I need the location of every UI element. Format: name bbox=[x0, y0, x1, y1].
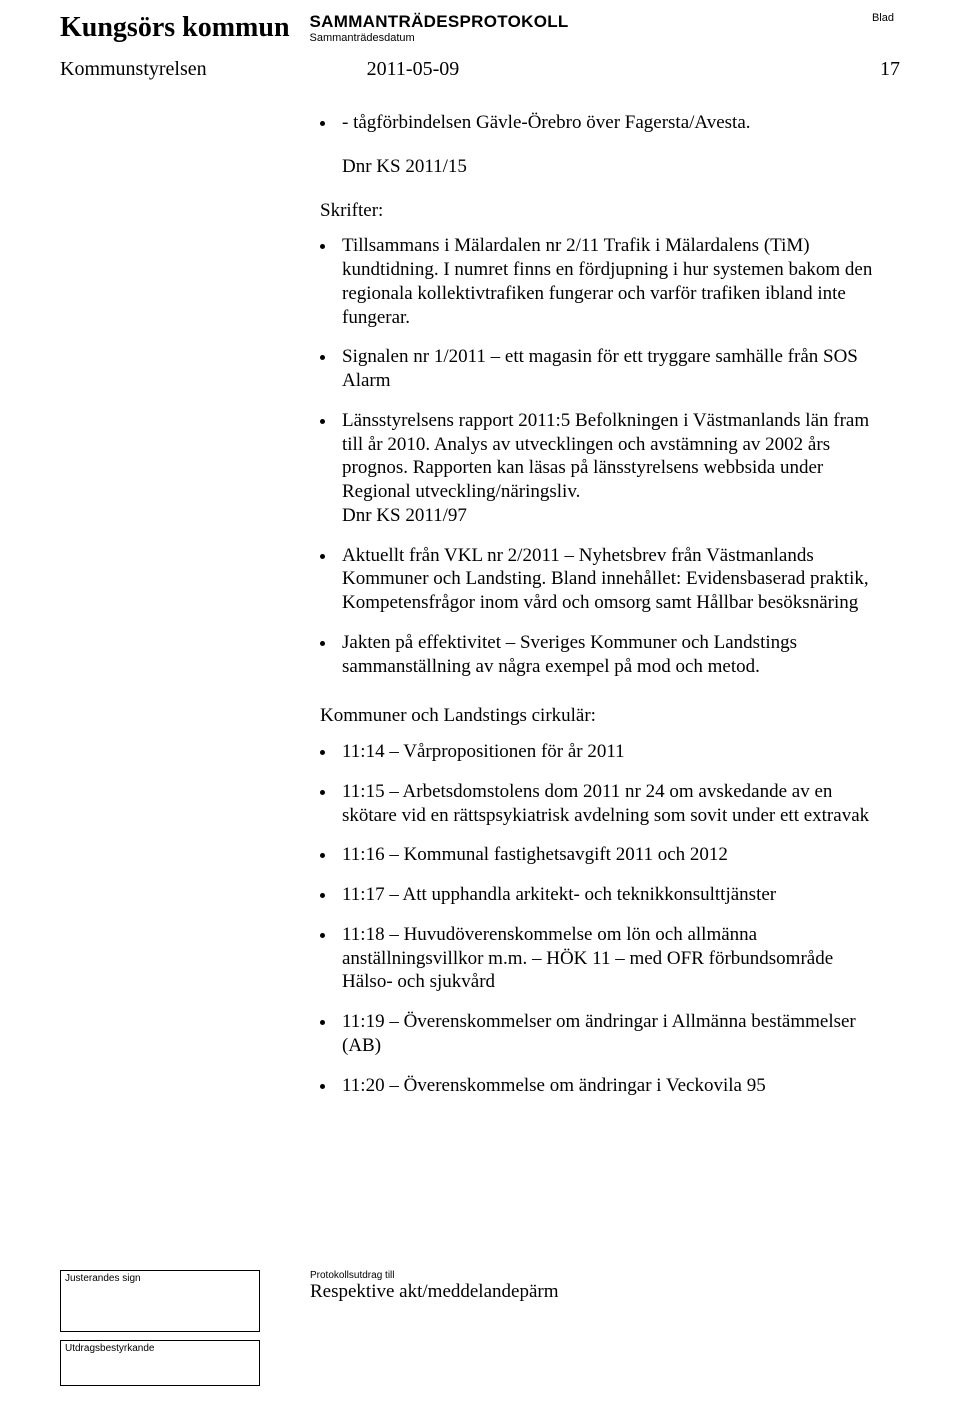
protokoll-caption: Protokollsutdrag till bbox=[310, 1270, 559, 1281]
protokoll-title: SAMMANTRÄDESPROTOKOLL bbox=[310, 12, 569, 32]
justerande-box: Justerandes sign bbox=[60, 1270, 260, 1332]
blad-label: Blad bbox=[872, 12, 894, 24]
protokoll-block: SAMMANTRÄDESPROTOKOLL Sammanträdesdatum bbox=[310, 12, 569, 44]
item-text: Jakten på effektivitet – Sveriges Kommun… bbox=[342, 632, 797, 677]
list-item: 11:15 – Arbetsdomstolens dom 2011 nr 24 … bbox=[342, 780, 880, 828]
list-item: 11:20 – Överenskommelse om ändringar i V… bbox=[342, 1074, 880, 1098]
item-text: 11:20 – Överenskommelse om ändringar i V… bbox=[342, 1075, 766, 1096]
item-text: 11:17 – Att upphandla arkitekt- och tekn… bbox=[342, 884, 776, 905]
list-item: 11:17 – Att upphandla arkitekt- och tekn… bbox=[342, 883, 880, 907]
second-row: Kommunstyrelsen 2011-05-09 17 bbox=[60, 58, 900, 81]
item-text: 11:19 – Överenskommelser om ändringar i … bbox=[342, 1011, 856, 1056]
list-item: 11:16 – Kommunal fastighetsavgift 2011 o… bbox=[342, 843, 880, 867]
skrifter-heading: Skrifter: bbox=[320, 199, 880, 223]
page-number: 17 bbox=[880, 58, 900, 81]
content-body: - tågförbindelsen Gävle-Örebro över Fage… bbox=[320, 111, 880, 1097]
list-item: 11:18 – Huvudöverenskommelse om lön och … bbox=[342, 923, 880, 994]
item-text: 11:16 – Kommunal fastighetsavgift 2011 o… bbox=[342, 844, 728, 865]
item-text: 11:14 – Vårpropositionen för år 2011 bbox=[342, 741, 625, 762]
item-text: 11:18 – Huvudöverenskommelse om lön och … bbox=[342, 924, 833, 993]
item-text: Signalen nr 1/2011 – ett magasin för ett… bbox=[342, 346, 858, 391]
footer: Justerandes sign Protokollsutdrag till R… bbox=[60, 1270, 900, 1386]
header-right: SAMMANTRÄDESPROTOKOLL Sammanträdesdatum … bbox=[310, 12, 900, 44]
protokoll-text: Respektive akt/meddelandepärm bbox=[310, 1281, 559, 1303]
lead-dnr: Dnr KS 2011/15 bbox=[320, 155, 880, 179]
board-name: Kommunstyrelsen bbox=[60, 58, 207, 81]
list-item: 11:14 – Vårpropositionen för år 2011 bbox=[342, 740, 880, 764]
date-page: 2011-05-09 17 bbox=[367, 58, 900, 81]
footer-row: Justerandes sign Protokollsutdrag till R… bbox=[60, 1270, 900, 1332]
header-row: Kungsörs kommun SAMMANTRÄDESPROTOKOLL Sa… bbox=[60, 12, 900, 44]
lead-text: - tågförbindelsen Gävle-Örebro över Fage… bbox=[342, 112, 751, 133]
item-text: 11:15 – Arbetsdomstolens dom 2011 nr 24 … bbox=[342, 781, 869, 826]
utdrag-label: Utdragsbestyrkande bbox=[61, 1341, 259, 1356]
skrifter-list: Tillsammans i Mälardalen nr 2/11 Trafik … bbox=[320, 234, 880, 678]
item-text: Länsstyrelsens rapport 2011:5 Befolkning… bbox=[342, 410, 869, 526]
list-item: 11:19 – Överenskommelser om ändringar i … bbox=[342, 1010, 880, 1058]
lead-continuation: - tågförbindelsen Gävle-Örebro över Fage… bbox=[320, 111, 880, 135]
item-text: Aktuellt från VKL nr 2/2011 – Nyhetsbrev… bbox=[342, 545, 869, 614]
list-item: Aktuellt från VKL nr 2/2011 – Nyhetsbrev… bbox=[342, 544, 880, 615]
cirkular-list: 11:14 – Vårpropositionen för år 2011 11:… bbox=[320, 740, 880, 1097]
justerande-label: Justerandes sign bbox=[61, 1271, 259, 1286]
list-item: Tillsammans i Mälardalen nr 2/11 Trafik … bbox=[342, 234, 880, 329]
org-name: Kungsörs kommun bbox=[60, 12, 290, 44]
cirkular-heading: Kommuner och Landstings cirkulär: bbox=[320, 704, 880, 728]
meeting-date: 2011-05-09 bbox=[367, 58, 460, 81]
protokoll-column: Protokollsutdrag till Respektive akt/med… bbox=[310, 1270, 559, 1303]
utdrag-box: Utdragsbestyrkande bbox=[60, 1340, 260, 1386]
list-item: Signalen nr 1/2011 – ett magasin för ett… bbox=[342, 345, 880, 393]
list-item: Jakten på effektivitet – Sveriges Kommun… bbox=[342, 631, 880, 679]
list-item: Länsstyrelsens rapport 2011:5 Befolkning… bbox=[342, 409, 880, 528]
item-text: Tillsammans i Mälardalen nr 2/11 Trafik … bbox=[342, 235, 872, 327]
sammantrade-label: Sammanträdesdatum bbox=[310, 32, 569, 44]
